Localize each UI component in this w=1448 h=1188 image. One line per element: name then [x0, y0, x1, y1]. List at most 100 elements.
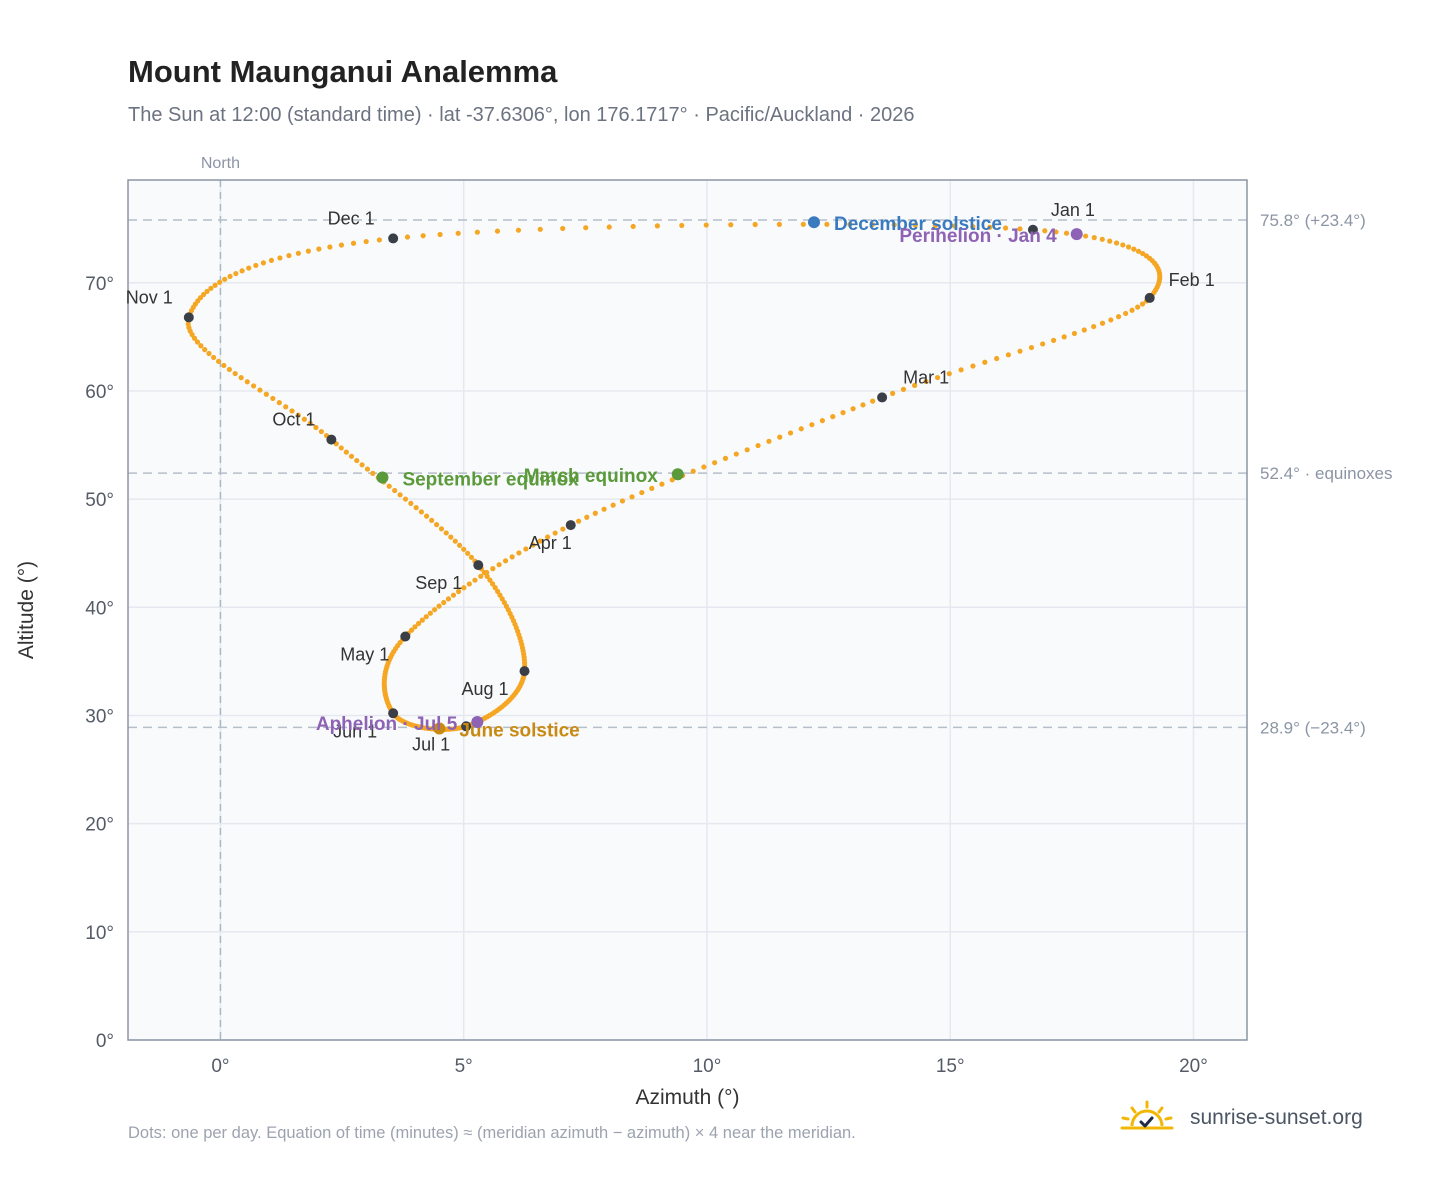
- daily-dot: [338, 445, 344, 451]
- daily-dot: [397, 492, 403, 498]
- daily-dot: [1125, 244, 1132, 250]
- daily-dot: [478, 573, 484, 579]
- daily-dot: [450, 592, 457, 598]
- daily-dot: [496, 562, 502, 568]
- y-tick-label: 60°: [85, 382, 114, 403]
- daily-dot: [1099, 320, 1106, 326]
- event-marker: [433, 722, 446, 735]
- daily-dot: [468, 554, 475, 560]
- daily-dot: [301, 416, 307, 422]
- daily-dot: [900, 386, 907, 392]
- daily-dot: [490, 581, 496, 587]
- daily-dot: [461, 546, 467, 552]
- daily-dot: [481, 569, 487, 576]
- daily-dot: [420, 233, 426, 239]
- month-label: Jan 1: [1051, 200, 1095, 220]
- daily-dot: [376, 237, 382, 243]
- daily-dot: [198, 343, 204, 349]
- reference-label: 75.8° (+23.4°): [1260, 211, 1366, 230]
- daily-dot: [201, 291, 207, 298]
- daily-dot: [194, 339, 201, 345]
- event-label: Perihelion · Jan 4: [899, 226, 1057, 247]
- daily-dot: [226, 366, 232, 373]
- daily-dot: [197, 295, 204, 301]
- daily-dot: [515, 227, 522, 233]
- daily-dot: [436, 603, 442, 609]
- month-marker: [877, 392, 888, 403]
- daily-dot: [1017, 348, 1023, 354]
- month-marker: [565, 520, 576, 531]
- daily-dot: [1099, 236, 1105, 242]
- month-label: May 1: [340, 645, 389, 665]
- event-marker: [471, 715, 484, 728]
- daily-dot: [584, 514, 590, 520]
- daily-dot: [359, 462, 365, 468]
- daily-dot: [1081, 327, 1087, 333]
- brand[interactable]: sunrise-sunset.org: [1120, 1100, 1363, 1136]
- daily-dot: [233, 270, 239, 277]
- daily-dot: [850, 406, 856, 412]
- month-marker: [400, 631, 411, 642]
- daily-dot: [744, 447, 750, 453]
- daily-dot: [537, 226, 543, 232]
- daily-dot: [970, 363, 976, 369]
- daily-dot: [434, 522, 440, 528]
- event-label: June solstice: [459, 720, 579, 741]
- month-marker: [519, 666, 530, 677]
- daily-dot: [295, 250, 301, 256]
- month-label: Mar 1: [903, 367, 949, 387]
- daily-dot: [932, 222, 939, 229]
- daily-dot: [318, 428, 324, 435]
- daily-dot: [270, 395, 276, 402]
- daily-dot: [830, 414, 836, 420]
- daily-dot: [386, 483, 392, 489]
- daily-dot: [1113, 240, 1120, 246]
- daily-dot: [847, 221, 853, 227]
- daily-dot: [305, 248, 311, 254]
- month-marker: [1144, 292, 1155, 303]
- daily-dot: [484, 573, 490, 579]
- daily-dot: [217, 279, 223, 285]
- daily-dot: [443, 530, 449, 536]
- sun-logo-icon: [1120, 1100, 1174, 1130]
- y-tick-label: 10°: [85, 923, 114, 944]
- daily-dot: [289, 408, 295, 414]
- event-label: March equinox: [524, 466, 659, 487]
- daily-dot: [313, 424, 319, 431]
- daily-dot: [408, 500, 414, 506]
- daily-dot: [1061, 334, 1067, 340]
- event-marker: [376, 471, 389, 484]
- daily-dot: [752, 221, 758, 228]
- month-label: Jul 1: [412, 734, 450, 754]
- chart-title: Mount Maunganui Analemma: [128, 54, 558, 89]
- daily-dot: [495, 588, 501, 594]
- daily-dot: [701, 464, 707, 470]
- daily-dot: [583, 225, 589, 231]
- daily-dot: [412, 624, 418, 630]
- daily-dot: [537, 538, 543, 544]
- daily-dot: [257, 387, 263, 393]
- daily-dot: [402, 496, 409, 502]
- month-marker: [1027, 224, 1038, 235]
- daily-dot: [630, 223, 636, 230]
- daily-dot: [869, 221, 876, 228]
- daily-dot: [392, 487, 398, 494]
- daily-dot: [1115, 314, 1122, 320]
- y-tick-label: 30°: [85, 706, 114, 727]
- daily-dot: [1107, 238, 1113, 244]
- daily-dot: [1091, 235, 1097, 241]
- month-label: Dec 1: [328, 208, 375, 228]
- daily-dot: [639, 489, 645, 496]
- daily-dot: [343, 449, 349, 455]
- daily-dot: [912, 382, 918, 389]
- daily-dot: [364, 466, 371, 472]
- daily-dot: [419, 617, 425, 623]
- daily-dot: [912, 222, 918, 228]
- y-tick-label: 20°: [85, 815, 114, 836]
- daily-dot: [890, 390, 896, 396]
- daily-dot: [465, 550, 471, 556]
- daily-dot: [415, 620, 422, 627]
- daily-dot: [448, 534, 454, 540]
- event-label: Aphelion · Jul 5: [316, 714, 458, 735]
